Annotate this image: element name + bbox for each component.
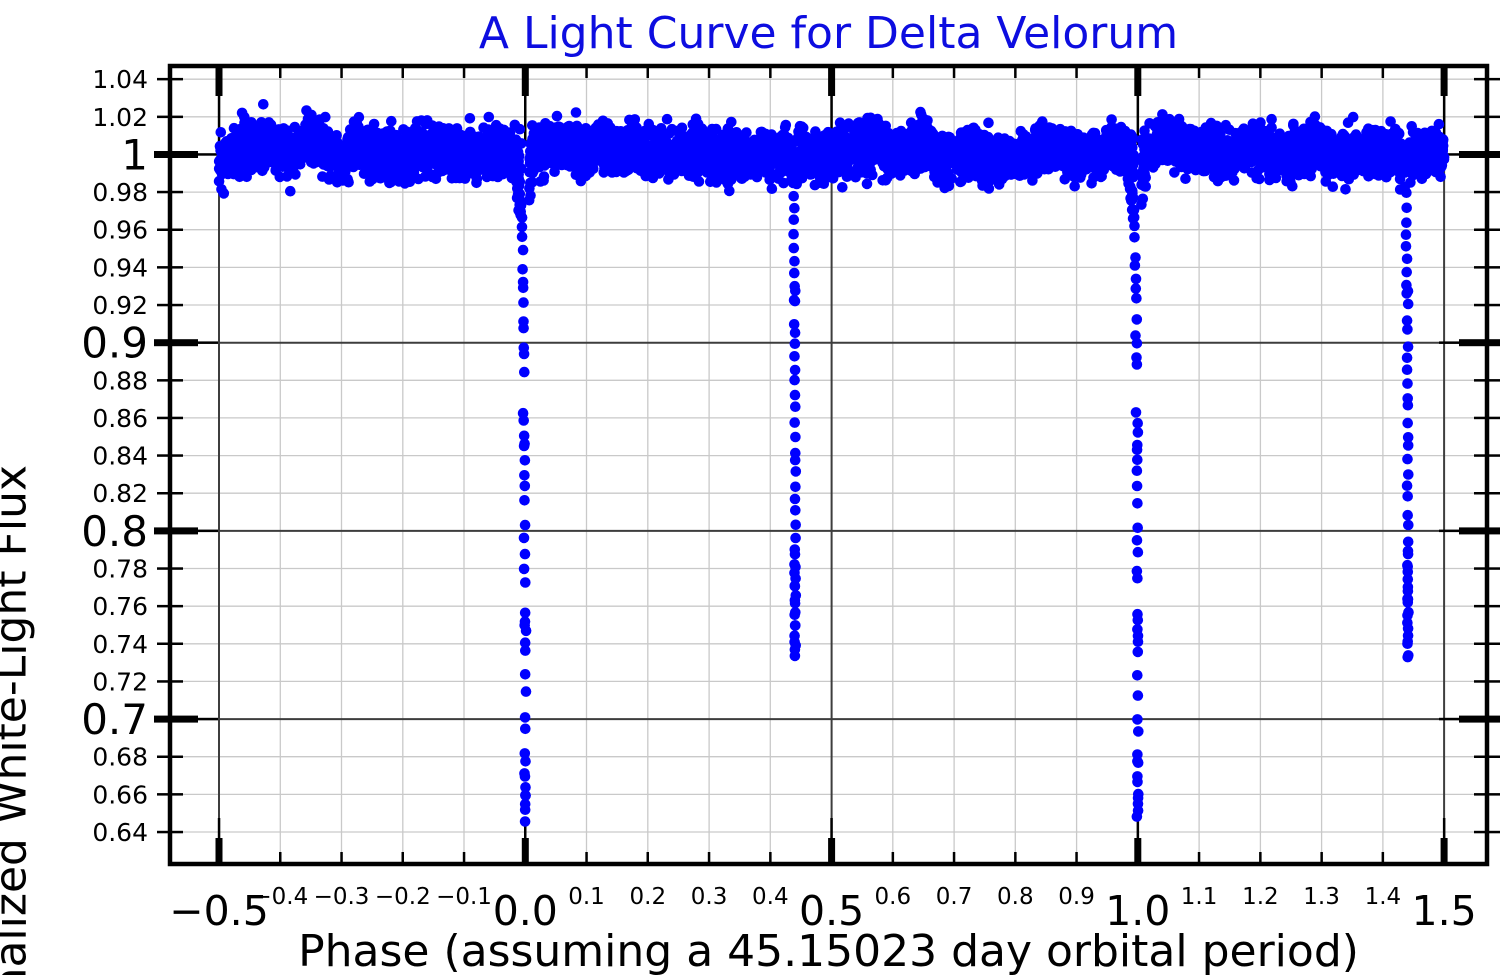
tick-labels: −0.5 0.0 0.5 1.0 1.5 −0.4 −0.3 −0.2 −0.1 0.1 0.2 0.… [81,65,1477,935]
scatter-points [213,99,1450,827]
svg-text:−0.1: −0.1 [436,884,492,910]
svg-text:0.1: 0.1 [568,884,605,910]
svg-text:0.2: 0.2 [630,884,667,910]
svg-text:0.8: 0.8 [997,884,1034,910]
chart-title: A Light Curve for Delta Velorum [478,8,1179,59]
svg-text:1.0: 1.0 [1105,887,1170,935]
svg-text:0.74: 0.74 [92,630,148,659]
svg-text:0.7: 0.7 [81,695,148,744]
svg-text:0.6: 0.6 [875,884,912,910]
svg-text:0.9: 0.9 [1058,884,1095,910]
svg-text:0.88: 0.88 [92,366,148,395]
svg-text:0.8: 0.8 [81,507,148,556]
grid-major [170,66,1487,864]
svg-text:0.78: 0.78 [92,555,148,584]
svg-text:0.84: 0.84 [92,442,148,471]
svg-text:1: 1 [121,131,148,180]
svg-text:1.04: 1.04 [92,65,148,94]
svg-text:0.94: 0.94 [92,253,148,282]
svg-text:0.9: 0.9 [81,319,148,368]
svg-text:1.4: 1.4 [1365,884,1402,910]
svg-text:0.0: 0.0 [493,887,558,935]
svg-text:0.5: 0.5 [799,887,864,935]
svg-text:1.3: 1.3 [1303,884,1340,910]
svg-text:1.5: 1.5 [1411,887,1476,935]
svg-text:0.66: 0.66 [92,780,148,809]
svg-text:0.82: 0.82 [92,479,148,508]
svg-text:0.76: 0.76 [92,592,148,621]
svg-text:−0.2: −0.2 [375,884,431,910]
x-axis-label: Phase (assuming a 45.15023 day orbital p… [298,926,1359,975]
svg-text:−0.4: −0.4 [252,884,308,910]
plot-frame [167,63,1490,867]
svg-text:0.96: 0.96 [92,216,148,245]
svg-text:−0.3: −0.3 [314,884,370,910]
svg-text:0.64: 0.64 [92,818,148,847]
svg-text:1.1: 1.1 [1181,884,1218,910]
svg-text:0.7: 0.7 [936,884,973,910]
svg-text:0.4: 0.4 [752,884,789,910]
svg-text:0.92: 0.92 [92,291,148,320]
svg-text:0.68: 0.68 [92,743,148,772]
svg-text:−0.5: −0.5 [169,887,269,935]
svg-text:0.86: 0.86 [92,404,148,433]
svg-text:1.02: 1.02 [92,103,148,132]
svg-text:0.72: 0.72 [92,667,148,696]
svg-text:0.3: 0.3 [691,884,728,910]
svg-text:0.98: 0.98 [92,178,148,207]
svg-text:1.2: 1.2 [1242,884,1279,910]
